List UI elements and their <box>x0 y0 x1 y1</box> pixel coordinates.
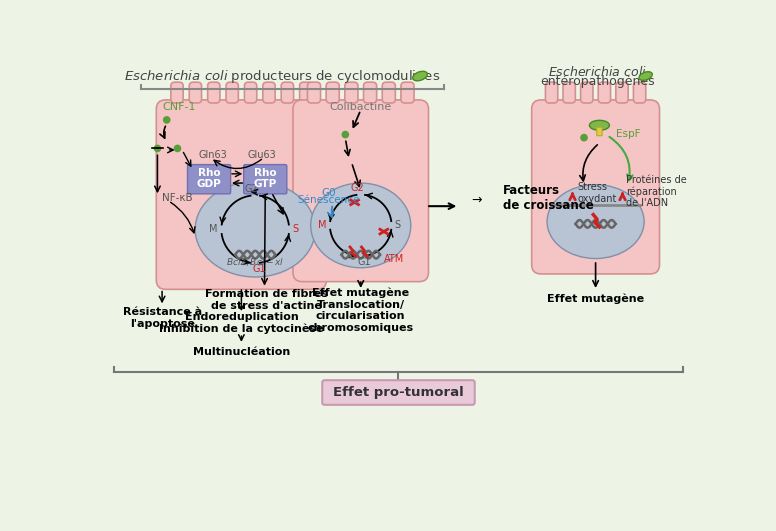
Text: S: S <box>293 224 298 234</box>
FancyBboxPatch shape <box>363 82 376 103</box>
Text: Résistance à
l'apoptose: Résistance à l'apoptose <box>123 307 202 329</box>
Text: G1: G1 <box>252 264 266 275</box>
Text: Effet mutagène: Effet mutagène <box>547 293 644 304</box>
FancyBboxPatch shape <box>156 100 327 289</box>
Text: Effet mutagène
Translocation/
circularisation
chromosomiques: Effet mutagène Translocation/ circularis… <box>307 287 414 333</box>
Text: Gln63: Gln63 <box>199 150 227 160</box>
FancyBboxPatch shape <box>383 82 395 103</box>
FancyBboxPatch shape <box>532 100 660 274</box>
Ellipse shape <box>413 71 428 81</box>
Ellipse shape <box>196 182 315 277</box>
Text: $\it{Bcl2, Bcl-xl}$: $\it{Bcl2, Bcl-xl}$ <box>226 256 285 268</box>
Text: Sénescence: Sénescence <box>297 195 359 205</box>
FancyBboxPatch shape <box>226 82 238 103</box>
FancyBboxPatch shape <box>263 82 275 103</box>
FancyBboxPatch shape <box>300 82 312 103</box>
Text: ATM: ATM <box>384 253 404 263</box>
Text: $\it{Escherichia\ coli}$ producteurs de cyclomodulines: $\it{Escherichia\ coli}$ producteurs de … <box>124 67 440 84</box>
FancyBboxPatch shape <box>281 82 293 103</box>
Text: Colibactine: Colibactine <box>330 102 392 112</box>
FancyBboxPatch shape <box>307 82 320 103</box>
FancyBboxPatch shape <box>322 380 475 405</box>
FancyBboxPatch shape <box>244 165 287 194</box>
Text: Effet pro-tumoral: Effet pro-tumoral <box>333 386 464 399</box>
Text: entéropathogènes: entéropathogènes <box>541 75 655 88</box>
Circle shape <box>174 144 182 152</box>
Ellipse shape <box>547 185 644 259</box>
Text: Stress
oxydant: Stress oxydant <box>577 182 616 204</box>
Text: Formation de fibres
de stress d'actine: Formation de fibres de stress d'actine <box>206 289 328 311</box>
Text: G2: G2 <box>350 183 364 193</box>
FancyBboxPatch shape <box>546 82 558 103</box>
Circle shape <box>341 131 349 139</box>
FancyBboxPatch shape <box>598 82 611 103</box>
Text: Rho
GDP: Rho GDP <box>196 168 221 189</box>
FancyBboxPatch shape <box>563 82 575 103</box>
Circle shape <box>154 144 161 152</box>
FancyBboxPatch shape <box>616 82 628 103</box>
Text: EspF: EspF <box>616 129 641 139</box>
FancyBboxPatch shape <box>597 127 602 136</box>
FancyBboxPatch shape <box>188 165 230 194</box>
Text: G1: G1 <box>358 258 372 268</box>
FancyBboxPatch shape <box>293 100 428 281</box>
FancyBboxPatch shape <box>244 82 257 103</box>
Circle shape <box>580 134 588 141</box>
Text: Glu63: Glu63 <box>247 150 275 160</box>
Text: S: S <box>395 220 400 230</box>
Text: M: M <box>318 220 327 230</box>
Text: CNF-1: CNF-1 <box>162 102 196 112</box>
Ellipse shape <box>590 121 609 130</box>
Text: Multinucléation: Multinucléation <box>192 347 290 357</box>
Text: Rho
GTP: Rho GTP <box>254 168 277 189</box>
FancyBboxPatch shape <box>401 82 414 103</box>
FancyBboxPatch shape <box>633 82 646 103</box>
FancyBboxPatch shape <box>345 82 358 103</box>
Text: →: → <box>471 193 481 207</box>
Ellipse shape <box>310 183 411 268</box>
Text: NF-κB: NF-κB <box>162 193 192 203</box>
Text: Endoreduplication
Inhibition de la cytocinèse: Endoreduplication Inhibition de la cytoc… <box>159 312 324 335</box>
Circle shape <box>163 116 171 124</box>
Text: $\it{Escherichia\ coli}$: $\it{Escherichia\ coli}$ <box>549 65 647 79</box>
FancyBboxPatch shape <box>326 82 339 103</box>
Ellipse shape <box>639 72 653 80</box>
FancyBboxPatch shape <box>171 82 183 103</box>
FancyBboxPatch shape <box>189 82 202 103</box>
Text: M: M <box>210 224 218 234</box>
Text: G2: G2 <box>244 184 258 194</box>
Text: Facteurs
de croissance: Facteurs de croissance <box>503 184 594 212</box>
FancyBboxPatch shape <box>580 82 593 103</box>
Text: G0: G0 <box>321 188 336 198</box>
FancyBboxPatch shape <box>208 82 220 103</box>
Text: Protéines de
réparation
de l'ADN: Protéines de réparation de l'ADN <box>626 175 687 209</box>
